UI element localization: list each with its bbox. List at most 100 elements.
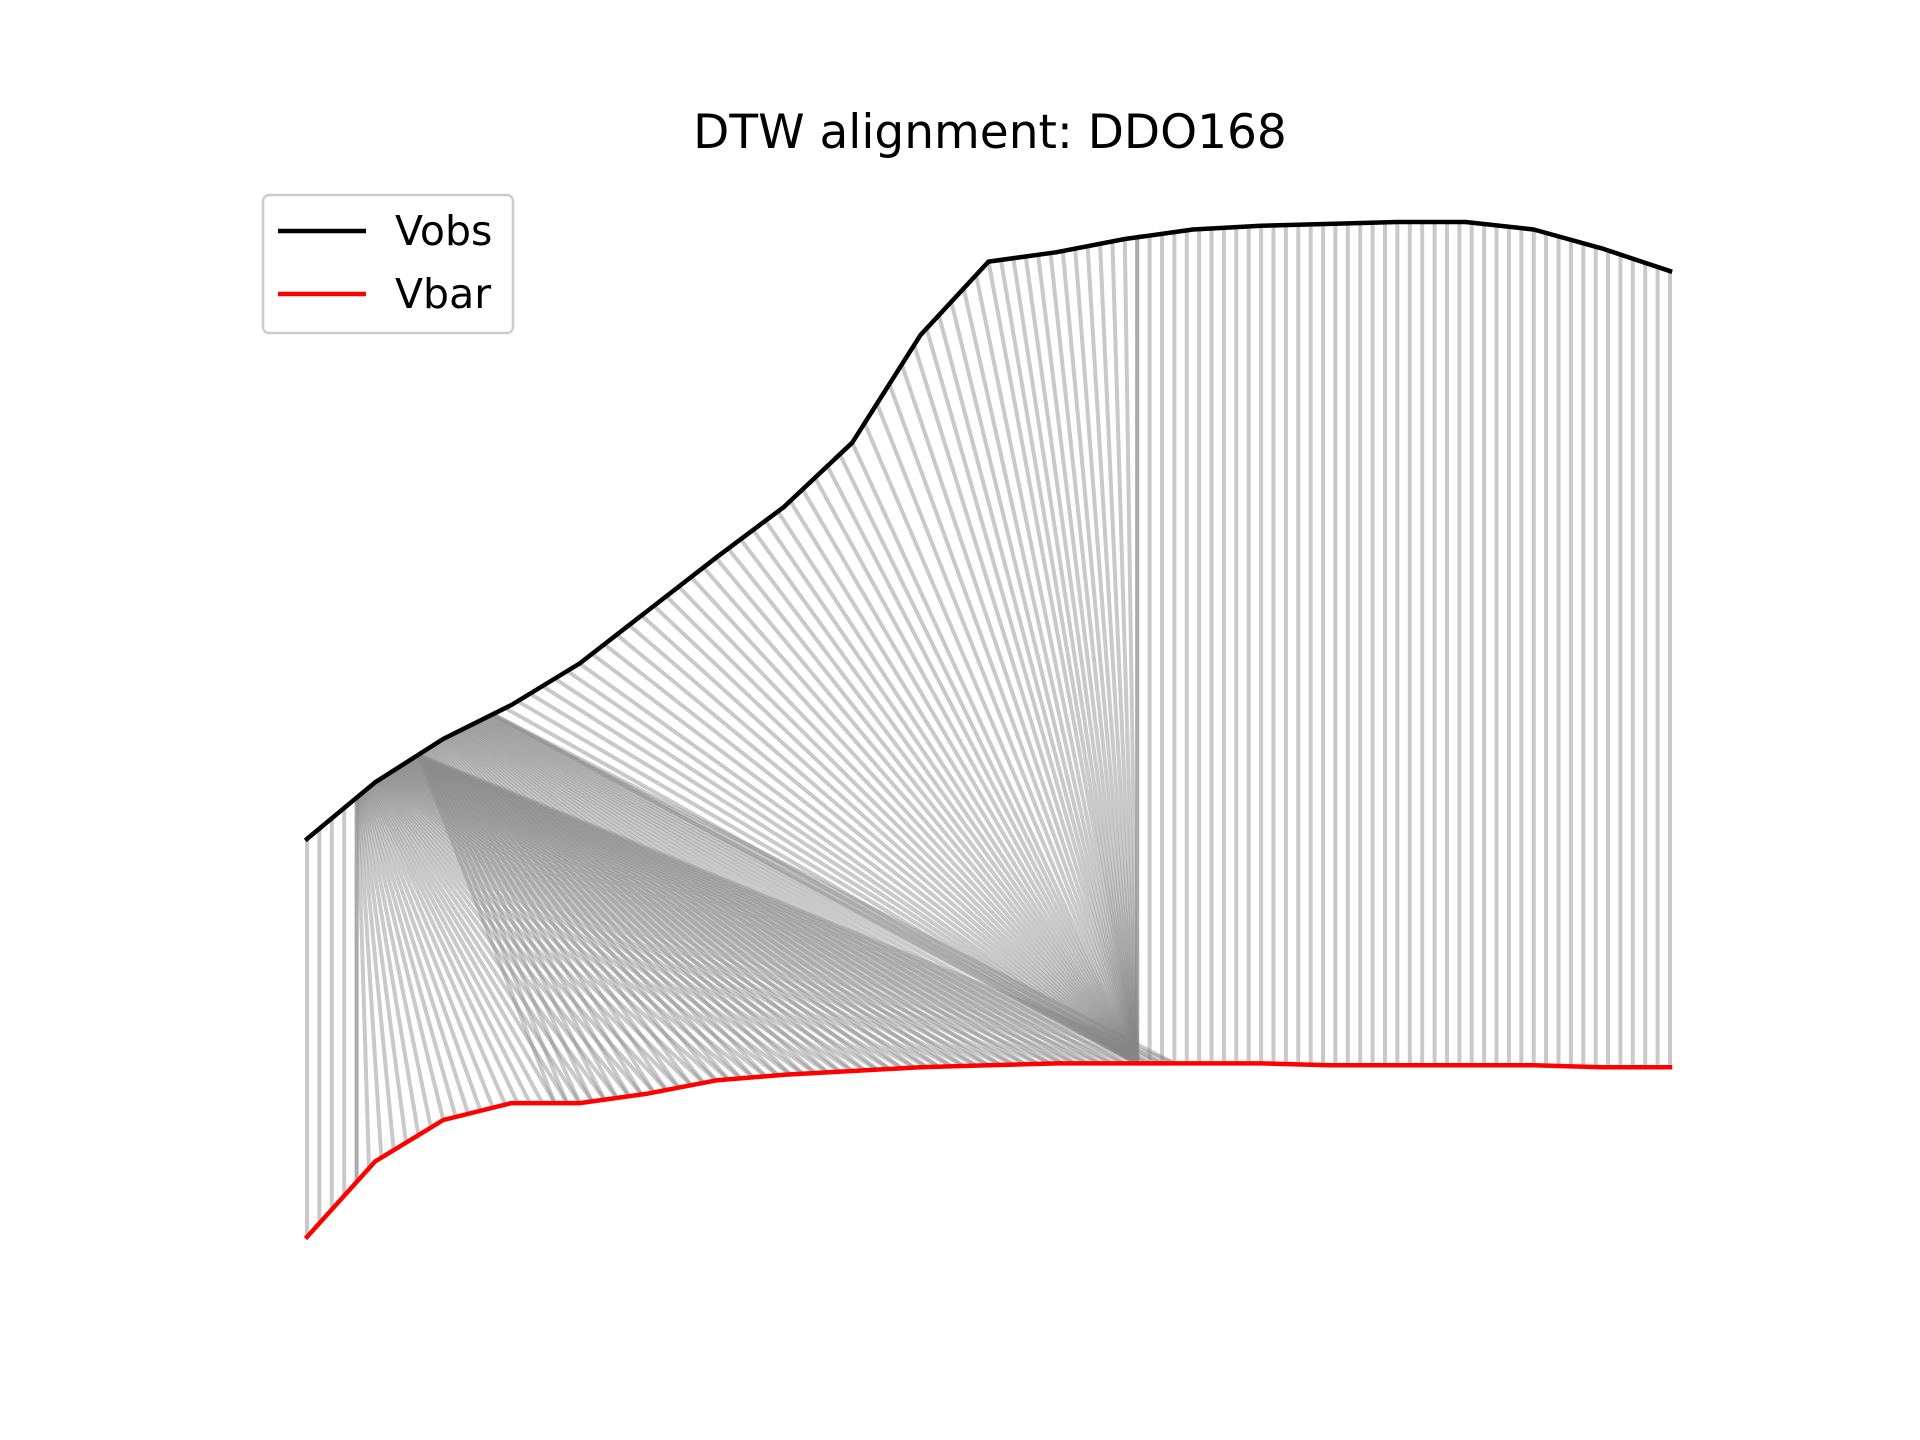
alignment-line [504, 706, 1139, 1066]
alignment-line [412, 755, 1114, 1066]
legend: Vobs Vbar [261, 193, 515, 335]
alignment-line [763, 519, 1139, 1065]
plot-area [303, 219, 1673, 1241]
alignment-line [371, 782, 582, 1105]
alignment-line [464, 725, 953, 1068]
alignment-line [463, 726, 941, 1069]
alignment-line [1036, 254, 1140, 1064]
alignment-line [664, 594, 1139, 1065]
alignment-line [388, 771, 792, 1076]
alignment-line [373, 781, 607, 1101]
alignment-line [406, 760, 1027, 1067]
alignment-line [475, 720, 1040, 1066]
alignment-line [578, 661, 1139, 1066]
alignment-line [412, 756, 1101, 1066]
alignment-line [487, 714, 1139, 1066]
alignment-line [382, 775, 718, 1082]
alignment-line [454, 731, 866, 1072]
alignment-line [485, 715, 1126, 1066]
alignment-line [380, 776, 693, 1087]
alignment-line [553, 676, 1139, 1066]
alignment-line [491, 712, 1176, 1066]
alignment-line [358, 794, 409, 1143]
alignment-line [924, 327, 1140, 1064]
alignment-line [416, 753, 557, 1104]
alignment-line [402, 762, 978, 1068]
alignment-line [739, 538, 1139, 1065]
alignment-line [1098, 243, 1140, 1064]
alignment-line [850, 441, 1140, 1065]
alignment-line [541, 684, 1139, 1066]
alignment-line [491, 712, 1139, 1066]
alignment-line [436, 741, 718, 1082]
alignment-line [434, 742, 706, 1085]
alignment-line [488, 713, 1151, 1066]
alignment-line [398, 764, 928, 1069]
alignment-line [627, 623, 1139, 1065]
alignment-line [476, 719, 1052, 1066]
alignment-line [460, 728, 916, 1070]
alignment-line [689, 575, 1139, 1065]
alignment-line [422, 749, 607, 1101]
alignment-line [404, 761, 1002, 1067]
alignment-line [408, 758, 1052, 1066]
alignment-line [379, 777, 681, 1089]
alignment-line [949, 301, 1140, 1064]
alignment-line [372, 781, 594, 1103]
alignment-line [416, 753, 1163, 1066]
alignment-line [452, 731, 854, 1073]
alignment-line [936, 314, 1140, 1064]
alignment-line [470, 722, 1002, 1067]
alignment-line [825, 465, 1139, 1065]
alignment-line [1048, 252, 1140, 1064]
alignment-line [387, 772, 780, 1077]
alignment-line [652, 604, 1139, 1065]
alignment-line [384, 774, 742, 1080]
alignment-line [484, 716, 1114, 1066]
alignment-line [355, 796, 371, 1169]
alignment-line [446, 735, 804, 1076]
alignment-line [414, 754, 1138, 1066]
alignment-line [359, 793, 421, 1136]
alignment-line [418, 753, 570, 1104]
alignment-line [409, 758, 1064, 1066]
alignment-line [428, 746, 656, 1094]
alignment-line [472, 722, 1015, 1067]
alignment-line [397, 765, 916, 1070]
alignment-line [399, 764, 940, 1069]
alignment-line [640, 613, 1139, 1065]
alignment-line [457, 729, 891, 1071]
alignment-line [862, 422, 1140, 1065]
alignment-line [415, 754, 1151, 1066]
alignment-line [528, 691, 1139, 1066]
alignment-line [603, 642, 1139, 1065]
alignment-line [376, 779, 644, 1096]
alignment-line [430, 745, 668, 1092]
alignment-line [1085, 246, 1140, 1064]
alignment-line [414, 755, 1126, 1066]
alignment-line [389, 770, 804, 1076]
alignment-line [1011, 257, 1140, 1064]
alignment-line [1023, 256, 1140, 1064]
alignment-line [385, 773, 755, 1079]
alignment-line [516, 699, 1139, 1066]
alignment-line [445, 735, 792, 1076]
alignment-line [362, 790, 458, 1118]
alignment-line [403, 761, 990, 1068]
alignment-lines [305, 222, 1672, 1237]
alignment-line [374, 780, 619, 1100]
alignment-line [407, 759, 1039, 1066]
alignment-line [461, 727, 928, 1069]
alignment-line [370, 783, 569, 1105]
alignment-line [369, 784, 557, 1105]
alignment-line [875, 402, 1140, 1065]
alignment-line [395, 766, 891, 1071]
alignment-line [363, 790, 471, 1115]
alignment-line [566, 669, 1139, 1066]
alignment-line [1110, 241, 1140, 1064]
alignment-line [417, 752, 1176, 1066]
alignment-line [375, 779, 631, 1098]
alignment-line [424, 749, 619, 1099]
alignment-line [490, 713, 1163, 1066]
alignment-line [1073, 248, 1140, 1064]
